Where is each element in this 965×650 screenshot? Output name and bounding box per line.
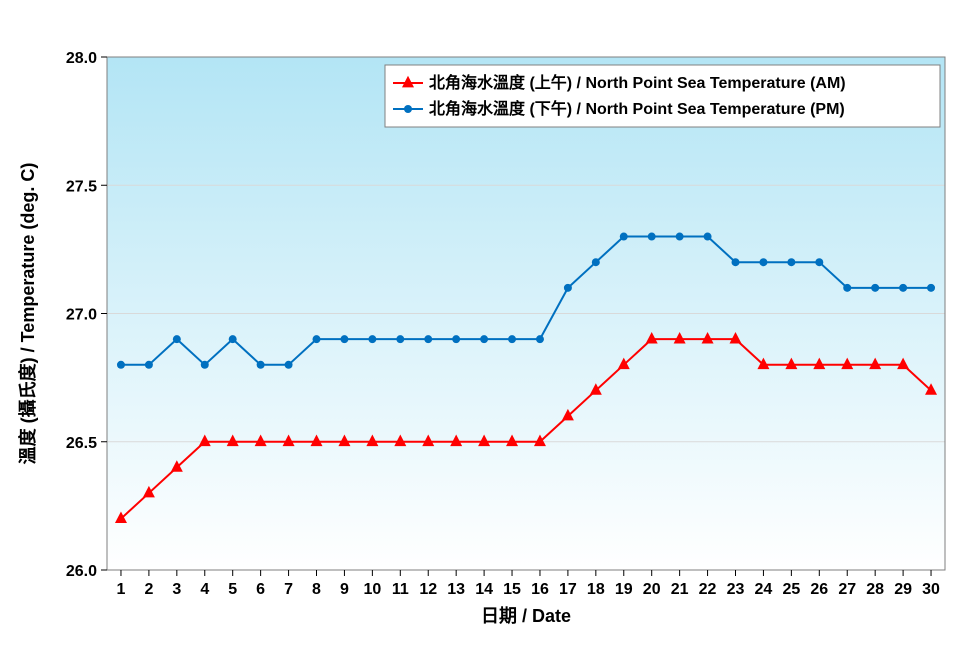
x-tick-label: 27 xyxy=(838,581,856,598)
marker-circle xyxy=(424,335,432,343)
x-tick-label: 25 xyxy=(782,581,800,598)
marker-circle xyxy=(340,335,348,343)
marker-circle xyxy=(871,284,879,292)
x-tick-label: 12 xyxy=(419,581,437,598)
x-tick-label: 3 xyxy=(172,581,181,598)
marker-circle xyxy=(480,335,488,343)
marker-circle xyxy=(899,284,907,292)
marker-circle xyxy=(396,335,404,343)
x-tick-label: 11 xyxy=(392,581,409,598)
y-tick-label: 27.0 xyxy=(66,307,97,324)
sea-temperature-chart: 26.026.527.027.528.012345678910111213141… xyxy=(0,0,965,650)
marker-circle xyxy=(257,361,265,369)
x-tick-label: 8 xyxy=(312,581,321,598)
marker-circle xyxy=(145,361,153,369)
marker-circle xyxy=(732,258,740,266)
x-tick-label: 6 xyxy=(256,581,265,598)
marker-circle xyxy=(620,233,628,241)
marker-circle xyxy=(285,361,293,369)
marker-circle xyxy=(704,233,712,241)
y-tick-label: 27.5 xyxy=(66,178,97,195)
x-tick-label: 13 xyxy=(447,581,465,598)
x-tick-label: 21 xyxy=(671,581,689,598)
x-tick-label: 4 xyxy=(200,581,209,598)
marker-circle xyxy=(927,284,935,292)
x-tick-label: 1 xyxy=(117,581,126,598)
x-tick-label: 18 xyxy=(587,581,605,598)
marker-circle xyxy=(452,335,460,343)
marker-circle xyxy=(368,335,376,343)
x-tick-label: 22 xyxy=(699,581,717,598)
marker-circle xyxy=(404,105,412,113)
marker-circle xyxy=(787,258,795,266)
marker-circle xyxy=(648,233,656,241)
x-tick-label: 28 xyxy=(866,581,884,598)
marker-circle xyxy=(536,335,544,343)
marker-circle xyxy=(117,361,125,369)
chart-container: 26.026.527.027.528.012345678910111213141… xyxy=(0,0,965,650)
y-tick-label: 26.0 xyxy=(66,563,97,580)
x-tick-label: 16 xyxy=(531,581,549,598)
x-tick-label: 19 xyxy=(615,581,633,598)
x-tick-label: 10 xyxy=(363,581,381,598)
x-tick-label: 9 xyxy=(340,581,349,598)
x-tick-label: 24 xyxy=(755,581,773,598)
marker-circle xyxy=(173,335,181,343)
marker-circle xyxy=(313,335,321,343)
marker-circle xyxy=(229,335,237,343)
x-tick-label: 29 xyxy=(894,581,912,598)
y-tick-label: 28.0 xyxy=(66,50,97,67)
marker-circle xyxy=(201,361,209,369)
x-tick-label: 26 xyxy=(810,581,828,598)
y-axis-label: 溫度 (攝氏度) / Temperature (deg. C) xyxy=(17,163,38,465)
x-tick-label: 5 xyxy=(228,581,237,598)
x-tick-label: 17 xyxy=(559,581,577,598)
marker-circle xyxy=(843,284,851,292)
legend: 北角海水溫度 (上午) / North Point Sea Temperatur… xyxy=(385,65,940,127)
marker-circle xyxy=(508,335,516,343)
x-tick-label: 15 xyxy=(503,581,521,598)
x-tick-label: 23 xyxy=(727,581,745,598)
legend-label-pm: 北角海水溫度 (下午) / North Point Sea Temperatur… xyxy=(429,99,845,118)
marker-circle xyxy=(676,233,684,241)
x-axis-label: 日期 / Date xyxy=(481,606,571,626)
x-tick-label: 7 xyxy=(284,581,293,598)
legend-label-am: 北角海水溫度 (上午) / North Point Sea Temperatur… xyxy=(429,73,846,92)
x-tick-label: 20 xyxy=(643,581,661,598)
y-tick-label: 26.5 xyxy=(66,435,97,452)
marker-circle xyxy=(759,258,767,266)
marker-circle xyxy=(564,284,572,292)
x-tick-label: 2 xyxy=(144,581,153,598)
x-tick-label: 14 xyxy=(475,581,493,598)
marker-circle xyxy=(592,258,600,266)
x-tick-label: 30 xyxy=(922,581,940,598)
marker-circle xyxy=(815,258,823,266)
